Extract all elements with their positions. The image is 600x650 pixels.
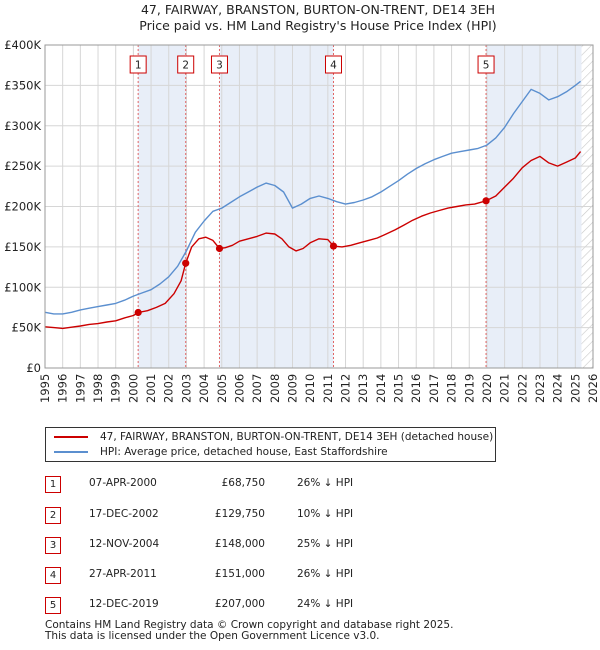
transaction-number: 2: [45, 507, 61, 524]
x-tick-label: 2012: [339, 374, 353, 403]
transaction-price: £68,750: [221, 477, 265, 489]
transaction-hpi: 24% ↓ HPI: [297, 598, 354, 610]
x-tick-label: 2011: [321, 374, 335, 403]
x-tick-label: 1996: [56, 374, 70, 403]
transaction-row: 4 27-APR-2011 £151,000 26% ↓ HPI: [45, 567, 485, 585]
y-tick-label: £0: [26, 361, 41, 375]
x-tick-label: 2009: [285, 374, 299, 403]
transaction-date: 12-NOV-2004: [89, 538, 160, 550]
transaction-number: 4: [45, 567, 61, 584]
x-tick-label: 1999: [109, 374, 123, 403]
x-tick-label: 2017: [427, 374, 441, 403]
sale-label-box: [129, 55, 147, 74]
transaction-number: 3: [45, 537, 61, 554]
sale-label-box: [477, 55, 495, 74]
sale-label-box: [177, 55, 195, 74]
x-tick-label: 2021: [498, 374, 512, 403]
x-tick-label: 2014: [374, 374, 388, 403]
legend-swatch-hpi: [54, 451, 88, 453]
chart-subtitle: Price paid vs. HM Land Registry's House …: [139, 18, 496, 33]
x-tick-label: 1998: [91, 374, 105, 403]
transaction-row: 5 12-DEC-2019 £207,000 24% ↓ HPI: [45, 597, 485, 615]
x-tick-label: 2025: [568, 374, 582, 403]
y-tick-label: £200K: [4, 200, 41, 214]
sale-label-box: [324, 55, 342, 74]
x-tick-label: 2023: [533, 374, 547, 403]
x-tick-label: 2003: [179, 374, 193, 403]
sale-point: [215, 244, 224, 253]
x-tick-label: 2004: [197, 374, 211, 403]
sale-point: [482, 197, 490, 205]
y-tick-label: £300K: [4, 119, 41, 133]
transaction-number: 1: [45, 476, 61, 493]
transaction-hpi: 10% ↓ HPI: [297, 508, 354, 520]
y-tick-label: £100K: [4, 280, 41, 294]
footer-copyright: Contains HM Land Registry data © Crown c…: [45, 619, 454, 631]
sale-label-number: 4: [330, 60, 337, 72]
transaction-price: £148,000: [214, 538, 265, 550]
legend-swatch-property: [54, 436, 88, 438]
y-tick-label: £400K: [4, 38, 41, 52]
transaction-hpi: 26% ↓ HPI: [297, 477, 354, 489]
x-tick-label: 2002: [162, 374, 176, 403]
price-chart: 47, FAIRWAY, BRANSTON, BURTON-ON-TRENT, …: [4, 2, 600, 403]
sale-label-number: 2: [182, 60, 189, 72]
x-tick-label: 2015: [392, 374, 406, 403]
x-tick-label: 1997: [73, 374, 87, 403]
y-tick-label: £150K: [4, 240, 41, 254]
chart-title: 47, FAIRWAY, BRANSTON, BURTON-ON-TRENT, …: [141, 2, 495, 17]
legend-label-hpi: HPI: Average price, detached house, East…: [100, 446, 388, 458]
footer-licence: This data is licensed under the Open Gov…: [45, 630, 380, 642]
x-tick-label: 2016: [409, 374, 423, 403]
x-tick-label: 2026: [586, 374, 600, 403]
transaction-row: 2 17-DEC-2002 £129,750 10% ↓ HPI: [45, 507, 485, 525]
y-tick-label: £350K: [4, 78, 41, 92]
transaction-row: 1 07-APR-2000 £68,750 26% ↓ HPI: [45, 476, 485, 494]
x-tick-label: 2008: [268, 374, 282, 403]
x-tick-label: 2020: [480, 374, 494, 403]
sale-label-number: 5: [483, 60, 490, 72]
x-tick-label: 2019: [462, 374, 476, 403]
transaction-number: 5: [45, 597, 61, 614]
transaction-hpi: 25% ↓ HPI: [297, 538, 354, 550]
sale-point: [134, 308, 142, 317]
transaction-date: 12-DEC-2019: [89, 598, 159, 610]
x-tick-label: 1995: [38, 374, 52, 403]
legend: 47, FAIRWAY, BRANSTON, BURTON-ON-TRENT, …: [45, 427, 496, 462]
footer: Contains HM Land Registry data © Crown c…: [45, 620, 453, 642]
x-tick-label: 2018: [445, 374, 459, 403]
x-tick-label: 2007: [250, 374, 264, 403]
x-tick-label: 2000: [126, 374, 140, 403]
legend-item-hpi: HPI: Average price, detached house, East…: [54, 445, 388, 459]
plot-border: [44, 44, 594, 369]
transaction-date: 27-APR-2011: [89, 568, 157, 580]
y-tick-label: £50K: [12, 321, 42, 335]
sale-label-number: 3: [216, 60, 223, 72]
transaction-date: 17-DEC-2002: [89, 508, 159, 520]
transaction-date: 07-APR-2000: [89, 477, 157, 489]
hpi-line: [44, 80, 582, 315]
x-tick-label: 2005: [215, 374, 229, 403]
x-tick-label: 2001: [144, 374, 158, 403]
y-tick-label: £250K: [4, 159, 41, 173]
transaction-hpi: 26% ↓ HPI: [297, 568, 354, 580]
legend-item-property: 47, FAIRWAY, BRANSTON, BURTON-ON-TRENT, …: [54, 430, 493, 444]
x-tick-label: 2024: [551, 374, 565, 403]
sale-label-box: [210, 55, 228, 74]
transaction-row: 3 12-NOV-2004 £148,000 25% ↓ HPI: [45, 537, 485, 555]
x-tick-label: 2006: [232, 374, 246, 403]
legend-label-property: 47, FAIRWAY, BRANSTON, BURTON-ON-TRENT, …: [100, 431, 494, 443]
sale-point: [329, 242, 338, 250]
x-tick-label: 2010: [303, 374, 317, 403]
transaction-price: £207,000: [214, 598, 265, 610]
x-tick-label: 2022: [515, 374, 529, 403]
sale-label-number: 1: [135, 60, 142, 72]
x-tick-label: 2013: [356, 374, 370, 403]
transaction-price: £129,750: [214, 508, 265, 520]
transaction-price: £151,000: [214, 568, 265, 580]
sale-point: [182, 259, 190, 267]
